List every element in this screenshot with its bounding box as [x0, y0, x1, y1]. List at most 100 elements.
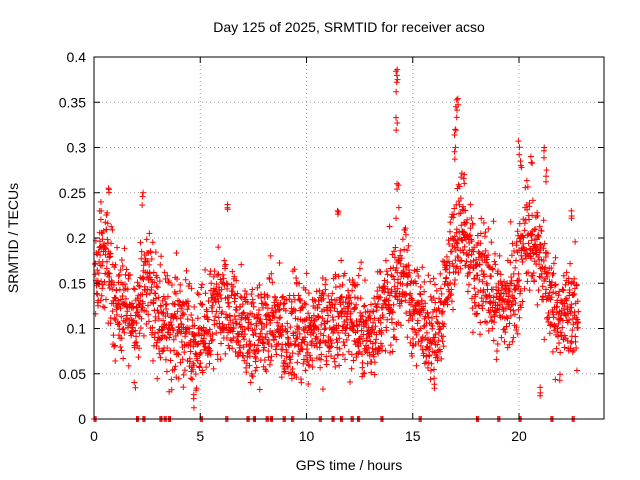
- data-point: [543, 167, 550, 174]
- data-point: [511, 295, 518, 302]
- data-point: [387, 265, 394, 272]
- x-tick-label: 15: [405, 428, 421, 444]
- data-point: [177, 288, 184, 295]
- data-point: [451, 244, 458, 251]
- data-point: [451, 205, 458, 212]
- data-point: [107, 250, 114, 257]
- data-point: [196, 331, 203, 338]
- data-point: [402, 290, 409, 297]
- data-point: [448, 298, 455, 305]
- data-point: [265, 312, 272, 319]
- data-point: [549, 348, 556, 355]
- data-point: [403, 282, 410, 289]
- data-point: [562, 281, 569, 288]
- data-point: [516, 314, 523, 321]
- data-point: [514, 330, 521, 337]
- data-point: [489, 304, 496, 311]
- data-point: [152, 290, 159, 297]
- data-point: [258, 294, 265, 301]
- data-point: [363, 337, 370, 344]
- y-tick-label: 0.05: [59, 366, 86, 382]
- data-point: [160, 309, 167, 316]
- data-point: [532, 226, 539, 233]
- data-point: [437, 299, 444, 306]
- data-point: [504, 315, 511, 322]
- data-point: [132, 327, 139, 334]
- data-point: [134, 279, 141, 286]
- data-point: [541, 336, 548, 343]
- data-point: [272, 346, 279, 353]
- data-point: [302, 367, 309, 374]
- data-point: [97, 198, 104, 205]
- data-point: [230, 283, 237, 290]
- data-point: [239, 301, 246, 308]
- data-point: [229, 268, 236, 275]
- data-point: [93, 290, 100, 297]
- data-point: [415, 272, 422, 279]
- data-point: [540, 245, 547, 252]
- data-point: [278, 352, 285, 359]
- data-point: [94, 291, 101, 298]
- data-point: [457, 247, 464, 254]
- data-point: [285, 363, 292, 370]
- data-point: [484, 256, 491, 263]
- data-point: [296, 330, 303, 337]
- data-point: [468, 238, 475, 245]
- data-point: [209, 336, 216, 343]
- data-point: [509, 240, 516, 247]
- data-point: [365, 344, 372, 351]
- data-point: [531, 278, 538, 285]
- data-point: [432, 299, 439, 306]
- data-point: [477, 331, 484, 338]
- data-point: [355, 350, 362, 357]
- data-point: [452, 144, 459, 151]
- data-point: [559, 324, 566, 331]
- data-point: [278, 374, 285, 381]
- data-point: [375, 350, 382, 357]
- data-point: [143, 321, 150, 328]
- data-point: [417, 325, 424, 332]
- data-point: [425, 314, 432, 321]
- data-point: [306, 352, 313, 359]
- data-point: [489, 265, 496, 272]
- data-point: [507, 218, 514, 225]
- data-point: [267, 252, 274, 259]
- data-point: [521, 285, 528, 292]
- data-point: [447, 292, 454, 299]
- data-point: [485, 225, 492, 232]
- y-axis-label: SRMTID / TECUs: [5, 183, 21, 293]
- data-point: [217, 292, 224, 298]
- data-point: [178, 338, 185, 345]
- data-point: [135, 282, 142, 289]
- data-point: [410, 335, 417, 342]
- data-point: [546, 330, 553, 337]
- data-point: [454, 107, 461, 114]
- data-point: [106, 254, 113, 261]
- data-point: [160, 347, 167, 354]
- data-point: [382, 301, 389, 308]
- data-point: [350, 357, 357, 364]
- data-point: [226, 303, 233, 310]
- data-point: [349, 320, 356, 327]
- y-tick-label: 0.1: [67, 321, 87, 337]
- data-point: [513, 238, 520, 245]
- data-point: [566, 316, 573, 323]
- data-point: [359, 359, 366, 366]
- data-point: [452, 103, 459, 110]
- data-point: [154, 284, 161, 291]
- data-point: [446, 228, 453, 235]
- data-point: [525, 240, 532, 247]
- data-point: [462, 207, 469, 214]
- data-point: [513, 324, 520, 331]
- data-point: [107, 314, 114, 321]
- data-point: [528, 159, 535, 166]
- data-point: [257, 330, 264, 337]
- data-point: [109, 286, 116, 293]
- data-point: [453, 239, 460, 246]
- data-point: [260, 347, 267, 354]
- data-point: [345, 348, 352, 355]
- data-point: [390, 326, 397, 333]
- data-point: [427, 367, 434, 374]
- data-point: [211, 321, 218, 328]
- data-point: [489, 325, 496, 332]
